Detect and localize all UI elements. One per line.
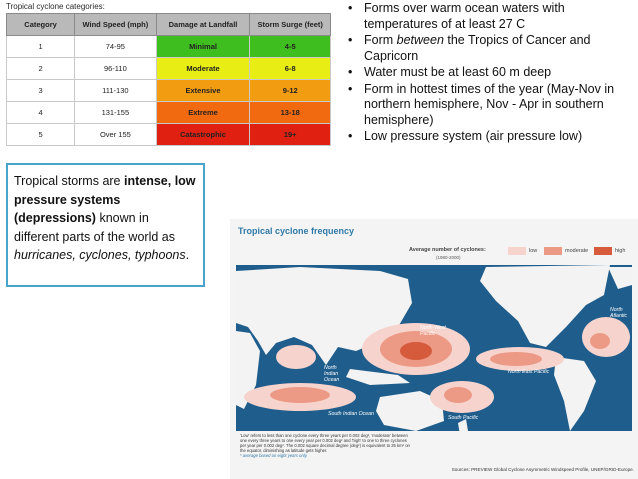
cell-wind: Over 155 — [74, 123, 157, 146]
legend-title: Average number of cyclones: — [409, 247, 486, 253]
legend-swatch-moderate — [544, 247, 562, 255]
formation-conditions-list: • Forms over warm ocean waters with tempe… — [342, 1, 636, 146]
definition-bold: intense, low pressure systems (depressio… — [14, 174, 196, 225]
world-map-graphic — [236, 265, 632, 435]
legend-label-low: low — [529, 248, 538, 254]
land-africa — [236, 331, 260, 409]
definition-intro: Tropical storms are — [14, 174, 124, 188]
land-south-america — [554, 357, 596, 431]
definition-names: hurricanes, cyclones, typhoons — [14, 248, 186, 262]
map-source: Sources: PREVIEW Global Cyclone Asymmetr… — [451, 467, 634, 472]
cell-surge: 4-5 — [249, 35, 331, 58]
legend-swatch-low — [508, 247, 526, 255]
bullet-text: Water must be at least 60 m deep — [364, 65, 552, 79]
cell-wind: 74-95 — [74, 35, 157, 58]
col-header-category: Category — [5, 13, 76, 36]
bullet-emphasis: between — [396, 33, 444, 47]
zone-south-indian-moderate — [270, 387, 330, 403]
col-header-storm-surge: Storm Surge (feet) — [249, 13, 331, 36]
list-item: • Low pressure system (air pressure low) — [342, 129, 636, 145]
map-footnote: 'Low' refers to less than one cyclone ev… — [240, 433, 410, 458]
legend-label-high: high — [615, 248, 626, 254]
zone-south-pacific-moderate — [444, 387, 472, 403]
land-australia — [376, 391, 444, 431]
table-row: 3 111-130 Extensive 9-12 — [5, 79, 331, 102]
bullet-text: Forms over warm ocean waters with temper… — [364, 1, 565, 31]
cell-wind: 131-155 — [74, 101, 157, 124]
legend-years: (1980-2000) — [436, 255, 461, 260]
land-indonesia — [346, 369, 410, 385]
region-label-south-indian-ocean: South Indian Ocean — [328, 411, 374, 417]
bullet-icon: • — [348, 129, 353, 143]
list-item: • Forms over warm ocean waters with tempe… — [342, 1, 636, 32]
cell-damage: Moderate — [155, 57, 251, 80]
zone-northeast-pacific-moderate — [490, 352, 542, 366]
bullet-icon: • — [348, 81, 353, 96]
bullet-icon: • — [348, 65, 353, 79]
table-row: 5 Over 155 Catastrophic 19+ — [5, 123, 331, 146]
cell-category: 4 — [5, 101, 76, 124]
cell-damage: Catastrophic — [155, 123, 251, 146]
region-label-north-atlantic: North Atlantic — [610, 307, 628, 319]
cell-surge: 6-8 — [249, 57, 331, 80]
map-note-text: 'Low' refers to less than one cyclone ev… — [240, 433, 410, 453]
list-item: • Water must be at least 60 m deep — [342, 65, 636, 81]
cell-damage: Extreme — [155, 101, 251, 124]
cyclone-frequency-map: Tropical cyclone frequency Average numbe… — [230, 219, 638, 479]
land-new-zealand — [458, 419, 468, 435]
cell-damage: Extensive — [155, 79, 251, 102]
bullet-text: Low pressure system (air pressure low) — [364, 129, 583, 143]
bullet-icon: • — [348, 1, 353, 15]
zone-northwest-pacific-high — [400, 342, 432, 360]
map-title: Tropical cyclone frequency — [238, 226, 355, 236]
map-note-footnote: * average based on eight years only. — [240, 453, 308, 458]
cell-category: 5 — [5, 123, 76, 146]
cell-wind: 96-110 — [74, 57, 157, 80]
definition-mid: known in different parts of the world as — [14, 211, 175, 244]
list-item: • Form between the Tropics of Cancer and … — [342, 33, 636, 64]
cell-surge: 9-12 — [249, 79, 331, 102]
bullet-text-before: Form — [364, 33, 397, 47]
cell-category: 2 — [5, 57, 76, 80]
cell-damage: Minimal — [155, 35, 251, 58]
cell-surge: 13-18 — [249, 101, 331, 124]
list-item: • Form in hottest times of the year (May-… — [342, 82, 636, 129]
region-label-south-pacific: South Pacific — [448, 415, 479, 421]
region-label-north-west-pacific: North West Pacific — [420, 325, 446, 337]
cell-surge: 19+ — [249, 123, 331, 146]
zone-north-indian-low — [276, 345, 316, 369]
table-row: 1 74-95 Minimal 4-5 — [5, 35, 331, 58]
cell-category: 1 — [5, 35, 76, 58]
col-header-damage: Damage at Landfall — [155, 13, 251, 36]
land-north-america — [480, 265, 610, 347]
cell-category: 3 — [5, 79, 76, 102]
col-header-wind-speed: Wind Speed (mph) — [74, 13, 157, 36]
zone-north-atlantic-moderate — [590, 333, 610, 349]
legend-label-moderate: moderate — [565, 248, 589, 254]
region-label-north-indian-ocean: North Indian Ocean — [324, 365, 340, 383]
bullet-text-after: the Tropics of Cancer and Capricorn — [364, 33, 591, 63]
definition-end: . — [185, 248, 190, 262]
cyclone-zones — [244, 317, 630, 413]
bullet-text: Form in hottest times of the year (May-N… — [364, 81, 615, 127]
category-table-caption: Tropical cyclone categories: — [6, 2, 105, 11]
cyclone-category-table: Category Wind Speed (mph) Damage at Land… — [5, 13, 331, 146]
tropical-storm-definition-box: Tropical storms are intense, low pressur… — [6, 163, 205, 287]
region-label-north-east-pacific: North East Pacific — [508, 369, 550, 375]
table-row: 2 96-110 Moderate 6-8 — [5, 57, 331, 80]
table-row: 4 131-155 Extreme 13-18 — [5, 101, 331, 124]
cell-wind: 111-130 — [74, 79, 157, 102]
bullet-icon: • — [348, 33, 353, 47]
legend-swatch-high — [594, 247, 612, 255]
land-greenland — [608, 267, 632, 289]
